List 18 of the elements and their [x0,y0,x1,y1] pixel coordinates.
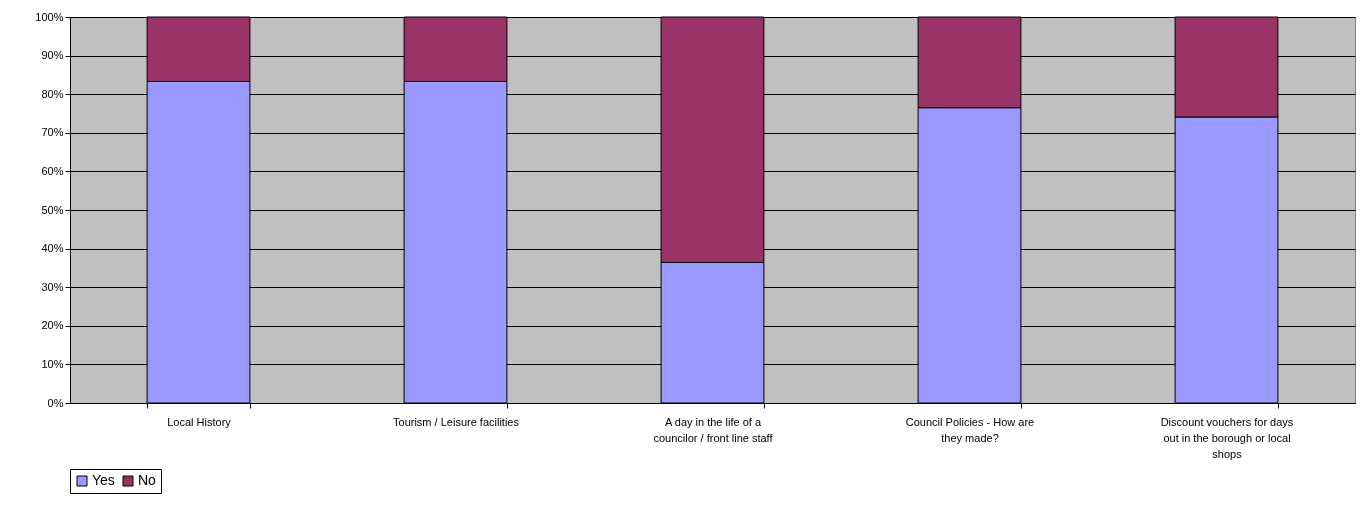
legend-label: Yes [92,472,115,488]
y-tick-label: 30% [41,280,64,293]
x-tick-label: A day in the life of a councilor / front line staff [653,415,774,444]
y-tick-label: 100% [35,10,64,23]
x-tick-label: Tourism / Leisure facilities [393,415,520,428]
y-tick-label: 0% [47,396,64,409]
y-tick-label: 10% [41,357,64,370]
y-tick-label: 70% [41,126,64,139]
y-tick-label: 90% [41,49,64,62]
legend-label: No [138,472,157,488]
y-tick-label: 80% [41,87,64,100]
y-tick-label: 20% [41,319,64,332]
x-tick-label: Discount vouchers for days out in the borough or local shops [1160,415,1294,460]
y-tick-label: 60% [41,164,64,177]
y-tick-label: 50% [41,203,64,216]
y-tick-label: 40% [41,242,64,255]
x-tick-label: Local History [167,415,232,428]
x-tick-label: Council Policies - How are they made? [905,415,1035,444]
